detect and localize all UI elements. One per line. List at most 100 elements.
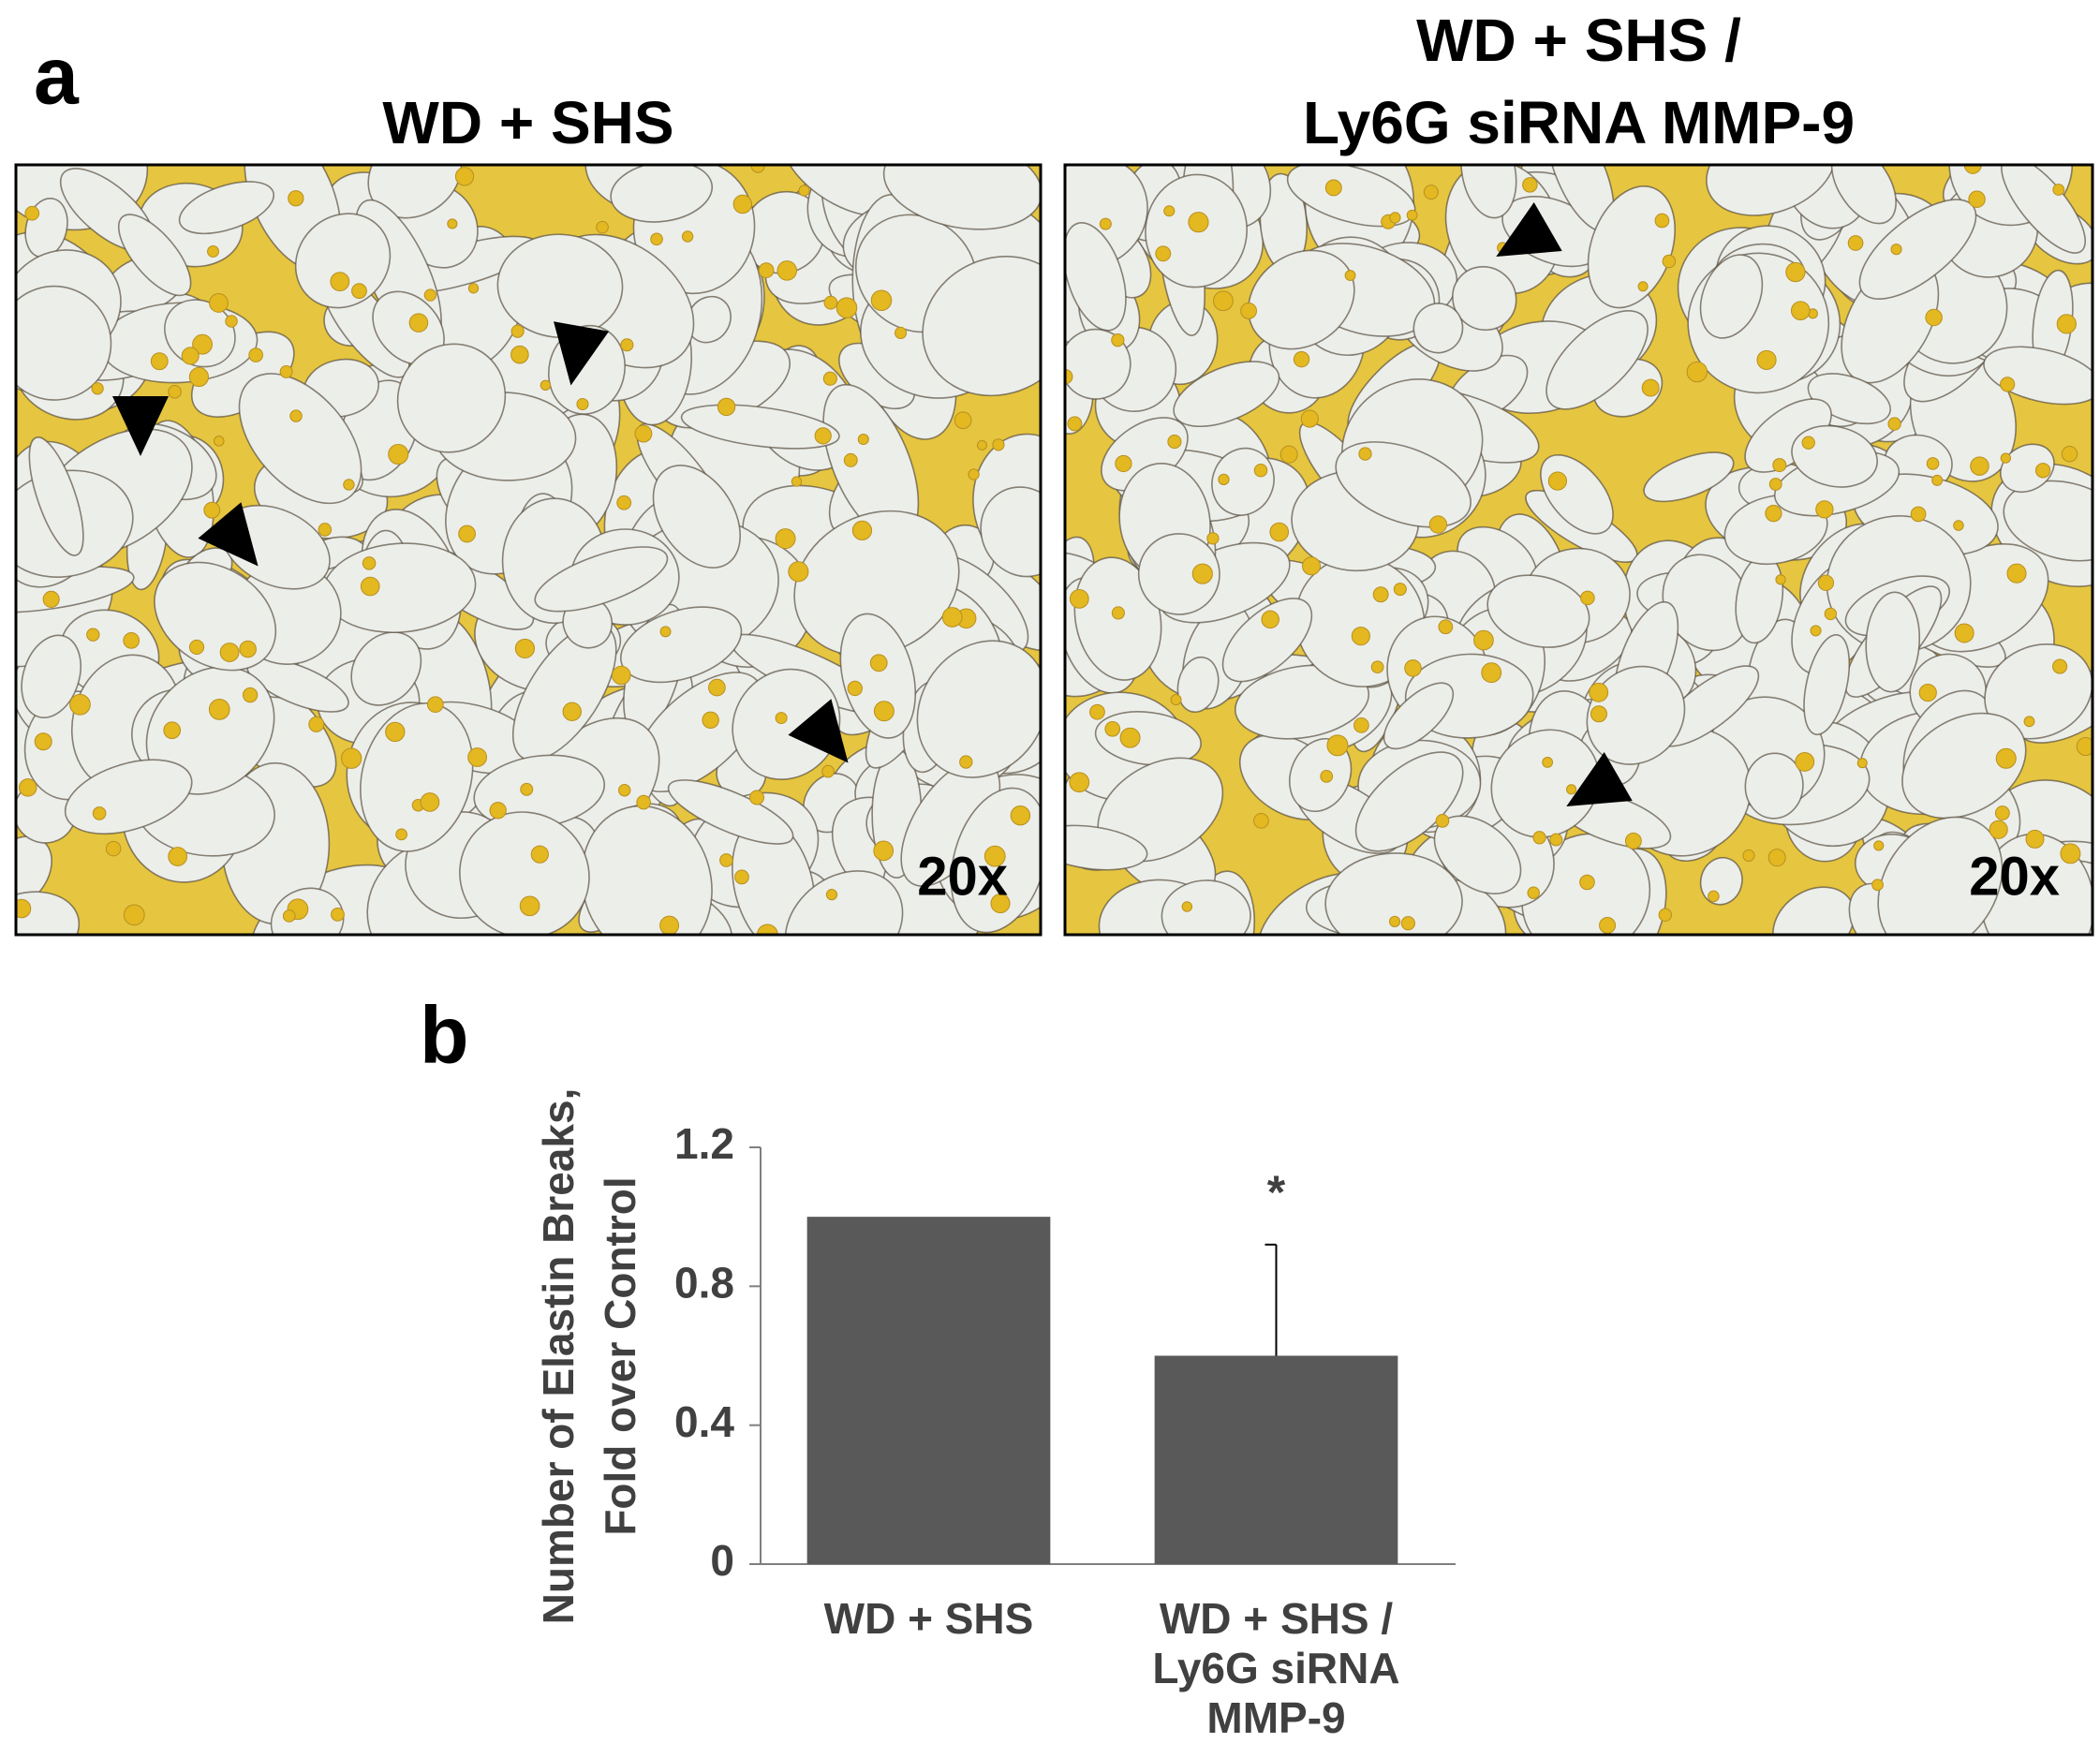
image-frame (1063, 163, 2094, 937)
cell (954, 411, 972, 430)
cell (1566, 784, 1577, 795)
cell (1155, 245, 1172, 262)
cell (2056, 314, 2077, 334)
cell (279, 364, 293, 378)
alveolus (1643, 451, 1735, 503)
cell (1579, 874, 1595, 891)
alveolus (882, 165, 1041, 230)
alveolus (1235, 664, 1370, 740)
cell (1069, 588, 1089, 609)
cell (1772, 458, 1787, 473)
cell (776, 260, 797, 281)
cell (1662, 254, 1677, 269)
cell (514, 638, 536, 659)
cell (1389, 212, 1401, 224)
cell (105, 840, 122, 857)
alveolus (117, 214, 192, 297)
image-title: WD + SHS (382, 89, 673, 156)
cell (1542, 757, 1554, 768)
alveolus (1486, 574, 1590, 648)
alveolus (619, 606, 743, 684)
cell (1994, 805, 2010, 820)
cell (1170, 694, 1182, 706)
cell (576, 398, 589, 411)
alveolus (793, 510, 960, 657)
alveolus (1490, 729, 1600, 838)
cell (1856, 758, 1868, 769)
cell (717, 397, 736, 417)
cell (1968, 190, 1986, 208)
cell (873, 701, 895, 722)
cell (360, 576, 380, 597)
y-tick-label: 1.2 (674, 1119, 734, 1168)
alveolus (1586, 665, 1686, 765)
cell (288, 190, 304, 207)
cell (208, 699, 230, 720)
arrowhead (198, 502, 259, 567)
cell (188, 366, 210, 388)
magnification: 20x (1969, 846, 2060, 907)
x-tick-label: WD + SHS (824, 1594, 1034, 1643)
cell (708, 678, 726, 697)
alveolus (1383, 682, 1455, 750)
alveolus (16, 891, 81, 935)
bar (1154, 1355, 1398, 1564)
cell (2000, 377, 2016, 392)
cell (775, 528, 796, 550)
cell (1351, 627, 1370, 646)
cell (2006, 563, 2027, 584)
cell (91, 382, 104, 395)
cell (823, 295, 838, 310)
image-frame (14, 163, 1043, 937)
alveolus (1065, 222, 1127, 332)
cell (1801, 436, 1815, 450)
cell (203, 501, 221, 519)
cell (634, 424, 653, 443)
cell (1089, 703, 1105, 720)
cell (681, 230, 694, 243)
cell (467, 747, 487, 767)
cell (836, 297, 858, 318)
cell (1767, 849, 1786, 867)
cell (207, 245, 219, 258)
cell (1637, 281, 1649, 292)
cell (992, 438, 1005, 451)
cell (1473, 629, 1494, 651)
cell (1768, 478, 1782, 491)
cell (1790, 301, 1811, 321)
alveolus (1699, 254, 1764, 339)
cell (1926, 457, 1940, 470)
x-tick-label: WD + SHS / (1160, 1594, 1393, 1643)
alveolus (294, 213, 392, 309)
cell (1527, 886, 1540, 899)
alveolus (652, 465, 742, 569)
cell (1532, 831, 1546, 845)
alveolus (1173, 361, 1280, 428)
cell (2034, 463, 2051, 479)
y-axis-label: Fold over Control (596, 1176, 644, 1535)
alveolus (2003, 480, 2093, 562)
cell (1188, 212, 1209, 233)
cell (702, 711, 719, 730)
cell (1240, 302, 1258, 319)
cell (150, 352, 169, 371)
cell (168, 847, 188, 866)
cell (69, 693, 91, 716)
cell (1404, 659, 1422, 677)
cell (308, 716, 325, 732)
cell (1953, 520, 1964, 531)
y-tick-label: 0.4 (674, 1397, 734, 1446)
cell (2076, 737, 2093, 756)
cell (385, 721, 406, 743)
cell (188, 639, 205, 656)
cell (282, 909, 296, 923)
cell (1163, 205, 1176, 217)
cell (1111, 606, 1125, 620)
alveolus (1248, 249, 1355, 350)
alveolus (1335, 441, 1471, 528)
cell (1010, 805, 1031, 826)
cell (219, 643, 240, 662)
cell (351, 283, 367, 300)
cell (1481, 662, 1502, 684)
